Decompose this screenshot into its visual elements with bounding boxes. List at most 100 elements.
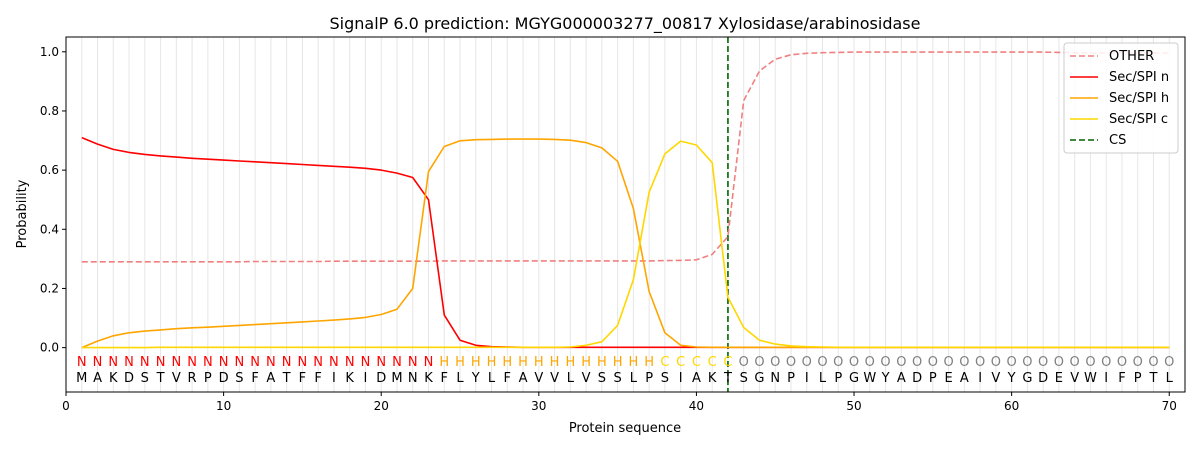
residue-label: D [124,371,134,386]
residue-label: R [188,371,197,386]
y-axis-label: Probability [15,179,30,248]
residue-label: Y [471,371,480,386]
region-label: O [739,355,749,370]
residue-label: T [282,371,291,386]
axis-layer: 0 10 20 30 40 50 60 70 0.0 0.2 0.4 0.6 0.8 1.0 [40,45,1177,413]
region-label: H [534,355,544,370]
region-label: C [692,355,701,370]
region-label: N [124,355,134,370]
series-line-sec-spi-c [81,140,1170,349]
residue-label: L [567,371,575,386]
region-label: O [1117,355,1127,370]
region-label: O [754,355,764,370]
residue-label: E [1055,371,1063,386]
residue-label: I [332,371,336,386]
legend: OTHER Sec/SPI n Sec/SPI h Sec/SPI c CS [1063,42,1179,154]
legend-label: Sec/SPI n [1109,70,1169,85]
residue-label: D [912,371,922,386]
residue-label: V [534,371,543,386]
residue-label: I [1104,371,1108,386]
region-label: O [833,355,843,370]
legend-label: Sec/SPI c [1109,112,1168,127]
region-label: N [392,355,402,370]
region-label: H [613,355,623,370]
x-tick-label: 30 [531,399,546,413]
y-tick-label: 0.2 [40,281,59,295]
residue-label: A [519,371,528,386]
series-line-sec-spi-h [81,138,1170,349]
region-label: N [234,355,244,370]
residue-label: N [408,371,418,386]
residue-label: F [314,371,321,386]
region-label: O [1007,355,1017,370]
legend-box [1063,42,1179,154]
region-label: H [471,355,481,370]
legend-label: CS [1109,133,1126,148]
region-label: N [424,355,434,370]
residue-label: A [692,371,701,386]
region-label: N [108,355,118,370]
residue-label: G [1022,371,1032,386]
series-line-other [81,51,1170,263]
residue-label: F [1118,371,1125,386]
region-label: H [644,355,654,370]
region-label: H [597,355,607,370]
region-label: N [156,355,166,370]
residue-label: V [550,371,559,386]
series-layer [81,51,1170,349]
residue-label: K [424,371,433,386]
residue-label: I [978,371,982,386]
y-tick-label: 0.0 [40,341,59,355]
region-label: O [770,355,780,370]
region-label: O [959,355,969,370]
residue-label: A [897,371,906,386]
series-line-sec-spi-n [81,136,1170,349]
residue-label: P [929,371,937,386]
residue-label: F [299,371,306,386]
region-label: O [1054,355,1064,370]
region-label: O [880,355,890,370]
region-label: H [455,355,465,370]
residue-label: P [834,371,842,386]
residue-label: V [582,371,591,386]
residue-label: K [708,371,717,386]
y-tick-label: 1.0 [40,45,59,59]
x-tick-label: 50 [846,399,861,413]
residue-label: I [364,371,368,386]
region-label: N [93,355,103,370]
residue-label: P [787,371,795,386]
region-label: C [708,355,717,370]
residue-label: S [740,371,748,386]
region-label: N [376,355,386,370]
residue-label: S [598,371,606,386]
x-tick-label: 0 [62,399,70,413]
region-label: O [1022,355,1032,370]
region-label: N [282,355,292,370]
residue-label: S [235,371,243,386]
residue-label: N [770,371,780,386]
residue-label: Y [1007,371,1016,386]
region-label: O [786,355,796,370]
region-label: N [250,355,260,370]
region-label: N [313,355,323,370]
residue-label: G [849,371,859,386]
residue-label: M [391,371,402,386]
y-tick-label: 0.8 [40,104,59,118]
region-label: H [628,355,638,370]
region-label: O [865,355,875,370]
residue-label: V [172,371,181,386]
y-tick-label: 0.4 [40,222,59,236]
region-label: N [329,355,339,370]
residue-label: D [1038,371,1048,386]
residue-label: S [141,371,149,386]
residue-label: A [960,371,969,386]
chart-title: SignalP 6.0 prediction: MGYG000003277_00… [330,14,921,34]
residue-label: W [1084,371,1097,386]
residue-label: I [679,371,683,386]
region-label: O [1038,355,1048,370]
residue-label: L [456,371,464,386]
residue-label: P [204,371,212,386]
region-label: N [266,355,276,370]
